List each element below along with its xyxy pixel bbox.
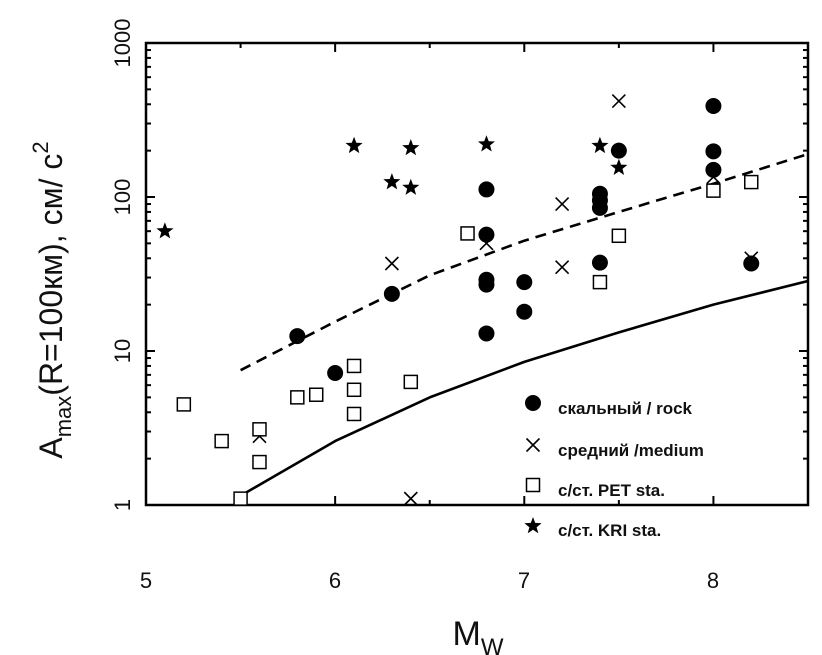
pet-station-point bbox=[346, 406, 362, 422]
kri-station-point bbox=[402, 178, 420, 195]
medium-point bbox=[403, 491, 418, 506]
legend-label-medium: средний /medium bbox=[558, 441, 704, 460]
rock-point bbox=[289, 328, 306, 345]
kri-station-point bbox=[610, 158, 628, 175]
pet-station-point bbox=[592, 274, 608, 290]
y-axis-title: Amax(R=100км), см/ с2 bbox=[28, 141, 76, 458]
rock-point bbox=[478, 226, 495, 243]
legend-label-kri: с/ст. KRI sta. bbox=[558, 521, 661, 540]
axis-ticks bbox=[145, 42, 809, 506]
pet-station-point bbox=[403, 374, 419, 390]
rock-point bbox=[705, 143, 722, 160]
y-axis-title-sup: 2 bbox=[28, 141, 53, 153]
kri-station-point bbox=[402, 139, 420, 156]
pet-station-point bbox=[233, 491, 248, 506]
kri-station-point bbox=[591, 136, 609, 154]
rock-point bbox=[610, 142, 627, 159]
medium-point bbox=[384, 256, 399, 271]
x-axis-title-main: M bbox=[453, 615, 481, 653]
rock-point bbox=[591, 254, 608, 271]
rock-point bbox=[478, 181, 495, 198]
rock-point bbox=[327, 364, 344, 381]
kri-station-point bbox=[156, 222, 174, 239]
medium-point bbox=[744, 251, 759, 266]
y-tick-label: 1000 bbox=[110, 19, 135, 68]
medium-point bbox=[479, 236, 494, 251]
medium-point bbox=[555, 260, 570, 275]
rock-point bbox=[743, 255, 760, 272]
pet-station-point bbox=[346, 358, 362, 374]
pet-station-point bbox=[176, 397, 192, 412]
kri-station-point bbox=[345, 136, 363, 154]
legend-label-rock: скальный / rock bbox=[558, 399, 693, 418]
y-tick-label: 100 bbox=[110, 179, 135, 216]
fit-curves bbox=[239, 152, 809, 497]
y-axis-title-rest: (R=100км), см/ с bbox=[33, 154, 69, 396]
x-axis-title-sub: W bbox=[481, 634, 504, 655]
plot-border bbox=[144, 41, 810, 507]
legend-marker-kri bbox=[524, 517, 542, 534]
data-points bbox=[156, 93, 760, 506]
y-tick-labels: 1 10 100 1000 bbox=[110, 19, 135, 512]
pet-station-point bbox=[611, 228, 627, 244]
legend-marker-pet bbox=[525, 477, 541, 493]
rock-point bbox=[591, 199, 608, 216]
legend-label-pet: с/ст. PET sta. bbox=[558, 481, 665, 500]
medium-point bbox=[555, 196, 570, 212]
medium-point bbox=[706, 169, 721, 184]
pet-station-point bbox=[706, 183, 721, 198]
legend-markers bbox=[524, 395, 542, 534]
x-tick-label: 6 bbox=[329, 568, 341, 593]
pet-station-point bbox=[346, 382, 362, 398]
medium-point bbox=[611, 93, 626, 109]
y-tick-label: 1 bbox=[110, 499, 135, 511]
pet-station-point bbox=[290, 390, 305, 405]
legend-marker-rock bbox=[525, 395, 541, 411]
pet-station-point bbox=[460, 226, 475, 241]
kri-station-point bbox=[477, 135, 495, 152]
x-tick-label: 5 bbox=[140, 568, 152, 593]
rock-point bbox=[478, 325, 495, 342]
x-tick-label: 8 bbox=[707, 568, 719, 593]
dashed-fit-curve bbox=[240, 152, 809, 372]
rock-point bbox=[705, 161, 722, 178]
rock-point bbox=[516, 274, 533, 291]
pet-station-point bbox=[252, 454, 267, 470]
y-axis-title-main: A bbox=[33, 437, 69, 459]
kri-station-point bbox=[383, 173, 401, 190]
legend: скальный / rock средний /medium с/ст. PE… bbox=[524, 395, 704, 540]
legend-marker-medium bbox=[525, 437, 541, 453]
pet-station-point bbox=[308, 387, 324, 402]
pet-station-point bbox=[744, 174, 759, 190]
rock-point bbox=[705, 97, 722, 114]
plot-frame bbox=[144, 41, 810, 507]
pet-station-point bbox=[214, 433, 229, 449]
y-tick-label: 10 bbox=[110, 339, 135, 363]
rock-point bbox=[383, 285, 400, 302]
rock-point bbox=[516, 303, 533, 320]
y-axis-title-sub: max bbox=[51, 396, 76, 438]
x-tick-label: 7 bbox=[518, 568, 530, 593]
x-tick-labels: 5 6 7 8 bbox=[140, 568, 719, 593]
x-axis-title: MW bbox=[453, 615, 504, 655]
solid-fit-curve bbox=[239, 279, 809, 497]
rock-point bbox=[478, 276, 495, 293]
pet-station-point bbox=[252, 422, 267, 437]
